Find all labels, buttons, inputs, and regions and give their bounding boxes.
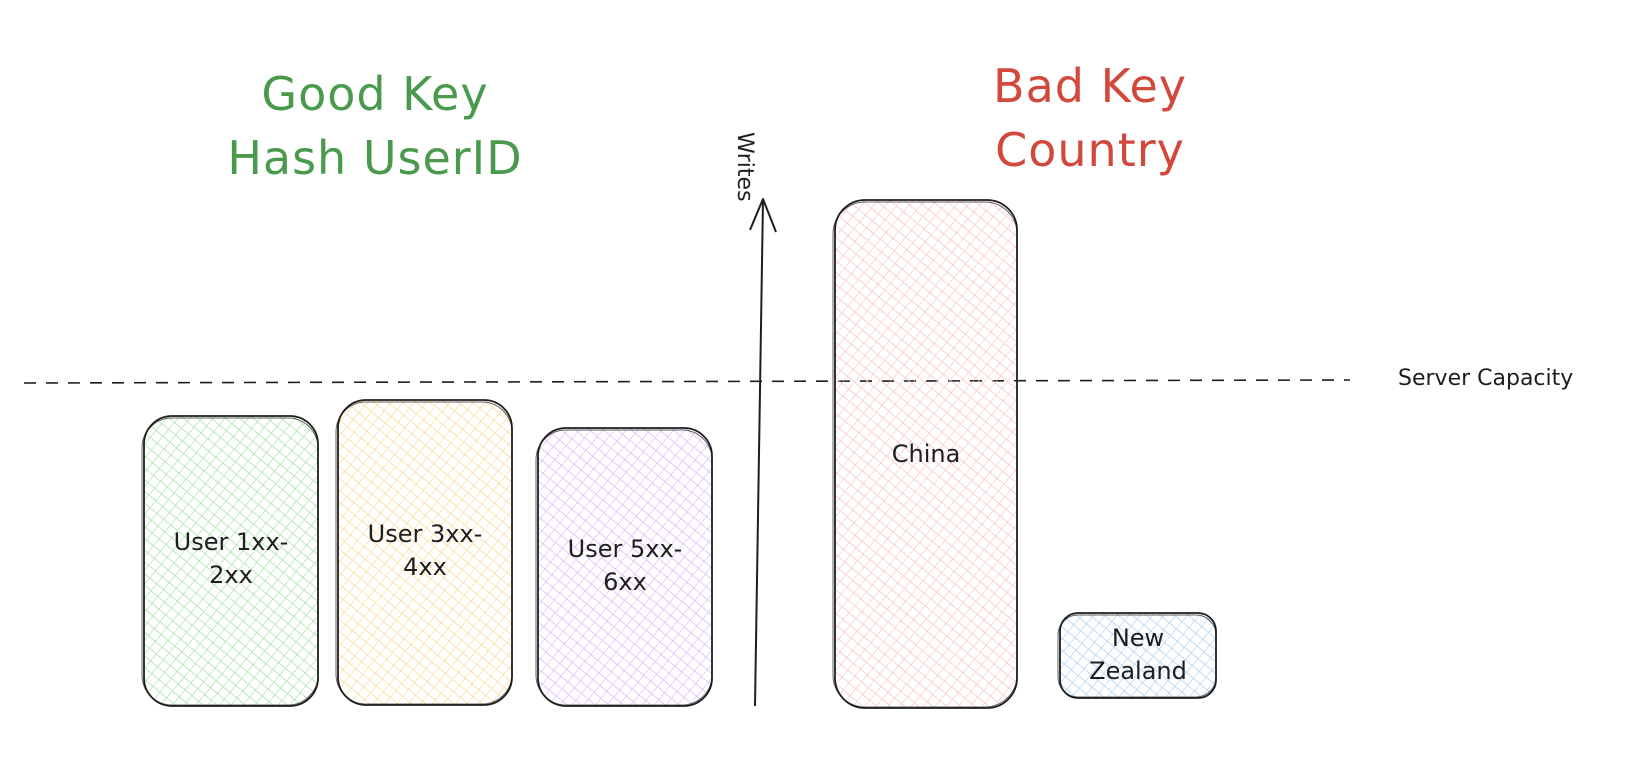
good-key-title: Good Key Hash UserID (210, 62, 540, 190)
box-label-line2: 2xx (209, 561, 253, 589)
box-label-line1: User 3xx- (367, 520, 483, 548)
box-label-user-1xx-2xx: User 1xx- 2xx (144, 526, 318, 592)
shard-box-china (832, 199, 1018, 709)
box-label-user-3xx-4xx: User 3xx- 4xx (338, 518, 512, 584)
box-label-line1: China (891, 440, 961, 468)
bad-key-title: Bad Key Country (960, 54, 1220, 182)
good-key-title-line1: Good Key (261, 67, 489, 121)
box-label-line2: 6xx (603, 568, 647, 596)
box-label-line2: 4xx (403, 553, 447, 581)
shard-box-new-zealand (1057, 612, 1217, 699)
server-capacity-line (23, 379, 1351, 384)
box-label-user-5xx-6xx: User 5xx- 6xx (538, 533, 712, 599)
shard-box-user-5xx-6xx (535, 427, 713, 707)
box-label-china: China (835, 438, 1017, 471)
writes-axis-arrow (749, 198, 777, 707)
bad-key-title-line2: Country (995, 123, 1185, 177)
bad-key-title-line1: Bad Key (993, 59, 1187, 113)
shard-box-user-3xx-4xx (335, 399, 513, 706)
box-label-new-zealand: New Zealand (1060, 622, 1216, 688)
box-label-line1: User 5xx- (567, 535, 683, 563)
writes-axis-label: Writes (732, 132, 757, 202)
server-capacity-label: Server Capacity (1398, 366, 1574, 391)
box-label-line1: New (1111, 624, 1165, 652)
box-label-line1: User 1xx- (173, 528, 289, 556)
box-label-line2: Zealand (1089, 657, 1187, 685)
good-key-title-line2: Hash UserID (227, 131, 523, 185)
shard-box-user-1xx-2xx (141, 415, 319, 707)
